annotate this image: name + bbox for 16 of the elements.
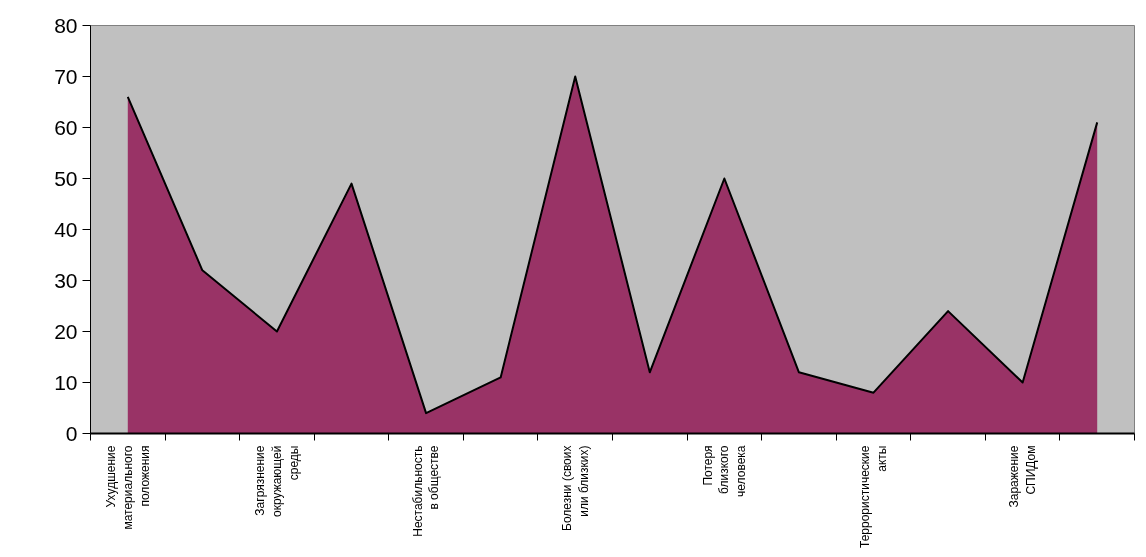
x-tick-label: Заражение СПИДом	[1007, 445, 1039, 508]
x-tick-label: Ухудшение материального положения	[103, 445, 152, 530]
x-tick-label: Нестабильность в обществе	[410, 445, 442, 537]
y-tick-label: 40	[54, 217, 78, 241]
y-tick-label: 20	[54, 319, 78, 343]
y-tick-label: 50	[54, 166, 78, 190]
y-tick-label: 30	[54, 268, 78, 292]
y-tick-label: 10	[54, 370, 78, 394]
y-tick-label: 0	[65, 421, 78, 445]
x-tick-label: Загрязнение окружающей среды	[253, 445, 301, 517]
x-tick-label: Потеря близкого человека	[700, 445, 749, 497]
y-tick-label: 80	[54, 13, 78, 37]
y-tick-label: 60	[54, 115, 78, 139]
x-tick-label: Болезни (своих или близких)	[559, 445, 591, 531]
x-tick-label: Террористические акты	[858, 445, 889, 548]
y-tick-label: 70	[54, 64, 78, 88]
